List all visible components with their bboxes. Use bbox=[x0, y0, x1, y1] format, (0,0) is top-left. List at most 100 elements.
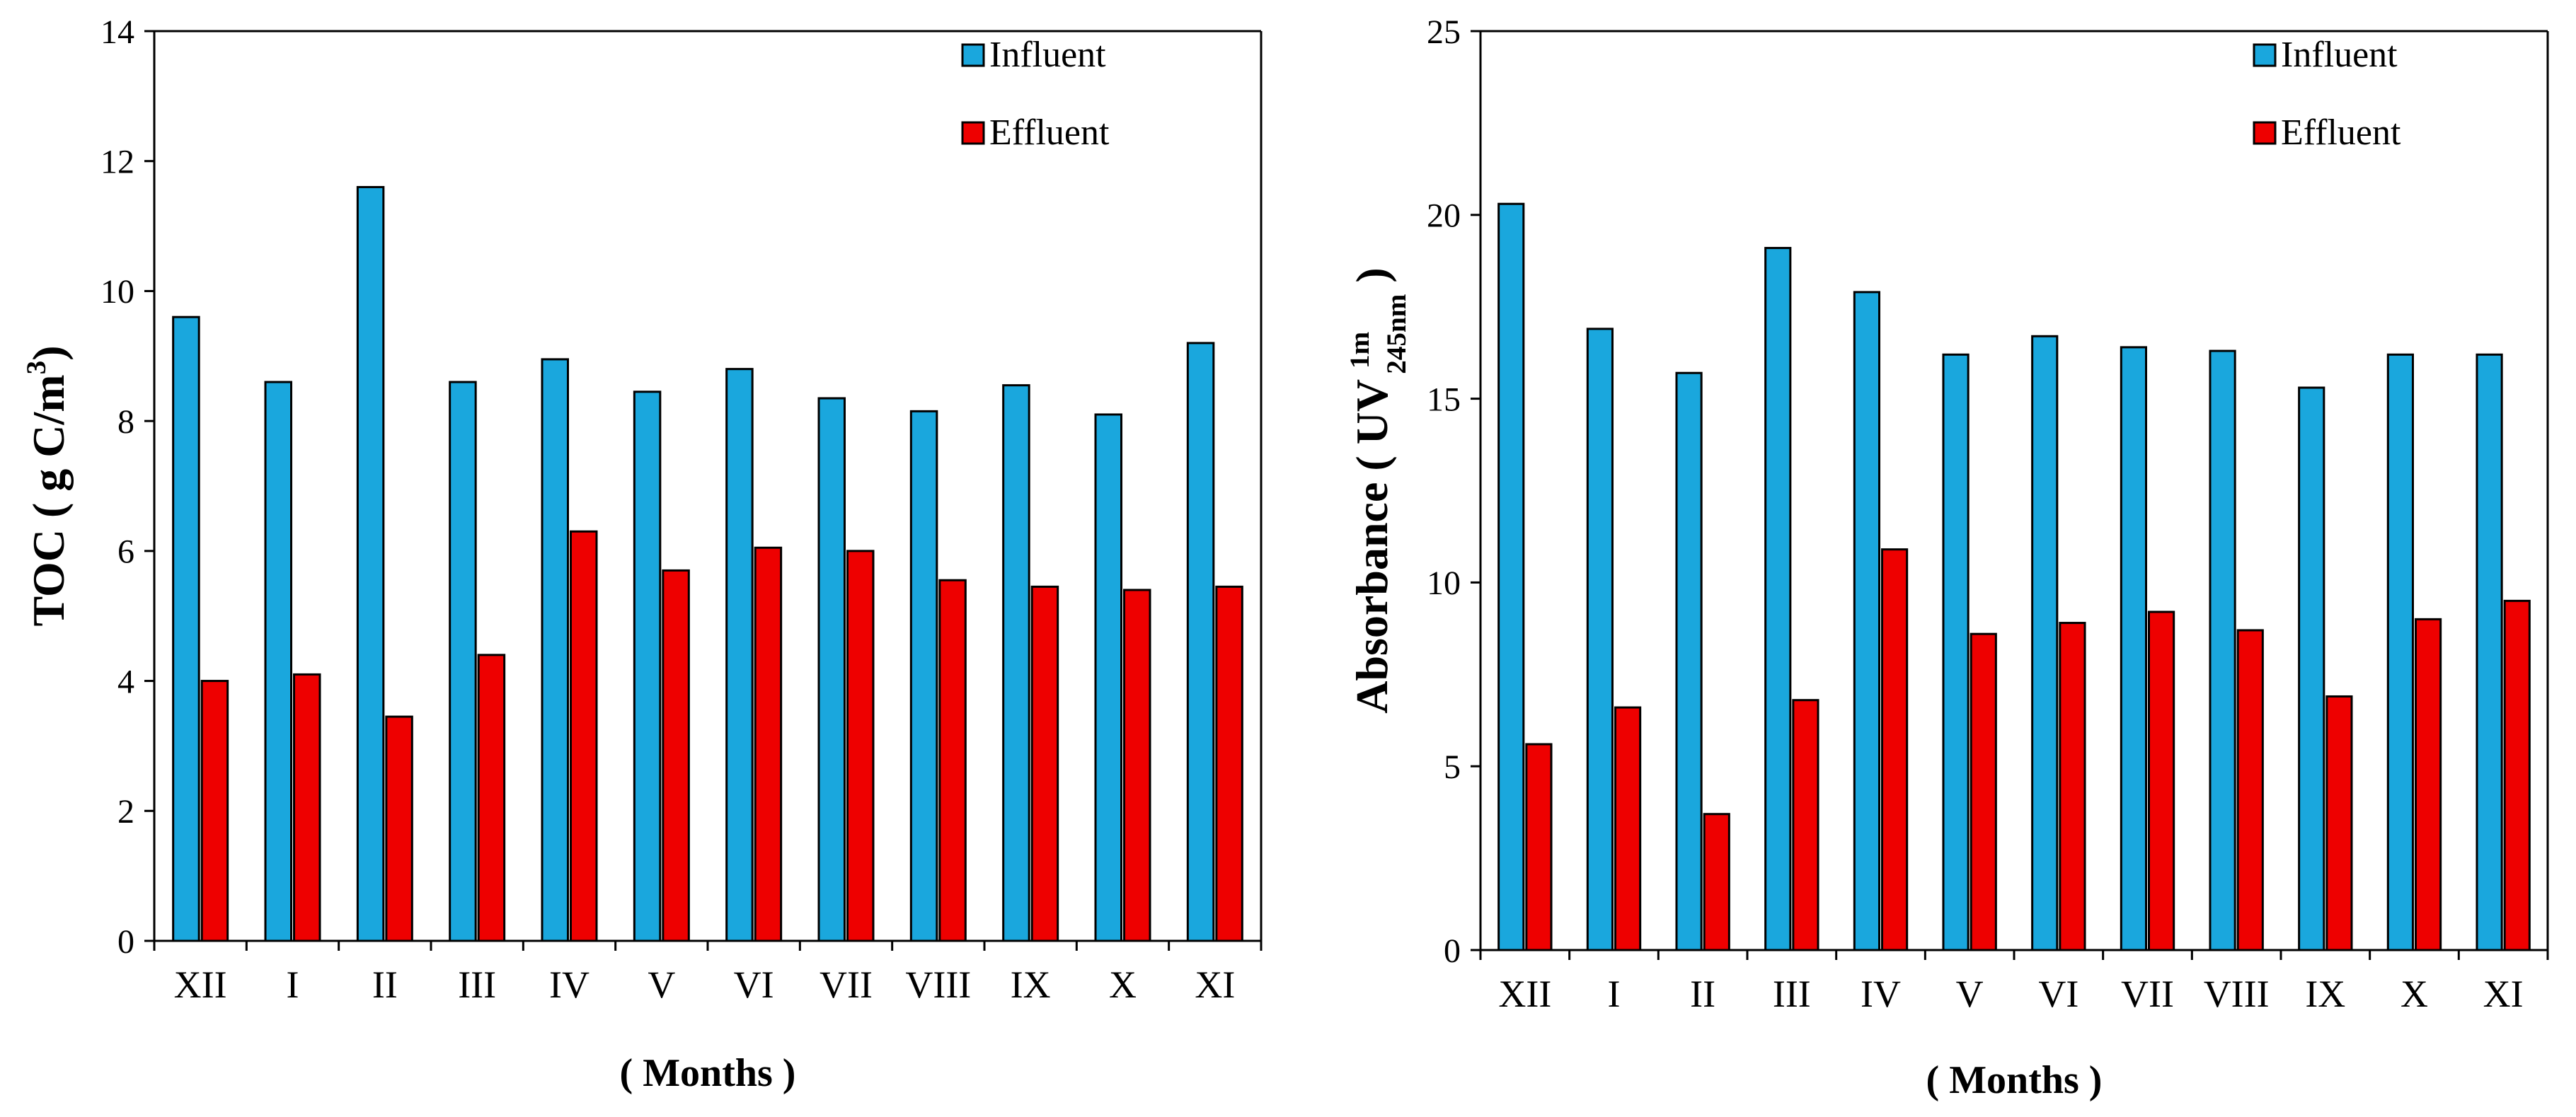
y-tick-label: 5 bbox=[1444, 748, 1461, 786]
x-tick-label: X bbox=[2400, 973, 2428, 1015]
effluent-legend-swatch bbox=[961, 121, 985, 145]
y-tick-label: 0 bbox=[117, 923, 134, 961]
influent-bar bbox=[1675, 371, 1703, 951]
influent-legend-swatch bbox=[961, 43, 985, 67]
y-tick-label: 0 bbox=[1444, 932, 1461, 970]
x-tick-label: V bbox=[1956, 973, 1984, 1015]
effluent-bar bbox=[1215, 585, 1243, 942]
influent-bar bbox=[2476, 353, 2503, 951]
x-tick-label: IX bbox=[1011, 963, 1051, 1006]
effluent-legend-label: Effluent bbox=[989, 112, 1110, 153]
influent-bar bbox=[541, 358, 569, 942]
effluent-bar bbox=[2059, 622, 2086, 951]
x-tick-label: III bbox=[1773, 973, 1811, 1015]
x-tick-label: I bbox=[287, 963, 299, 1006]
effluent-legend-label: Effluent bbox=[2281, 112, 2401, 153]
effluent-bar bbox=[2415, 618, 2442, 951]
effluent-bar bbox=[1525, 743, 1553, 951]
influent-bar bbox=[725, 368, 754, 942]
y-axis-label-main: Absorbance ( UV bbox=[1347, 369, 1397, 714]
x-tick-label: XI bbox=[1195, 963, 1235, 1006]
influent-bar bbox=[909, 410, 938, 942]
x-tick-label: VII bbox=[820, 963, 873, 1006]
effluent-bar bbox=[846, 550, 875, 942]
y-tick-label: 15 bbox=[1427, 381, 1461, 418]
influent-bar bbox=[264, 381, 292, 942]
influent-bar bbox=[2120, 346, 2147, 951]
x-tick-label: IV bbox=[549, 963, 590, 1006]
y-tick-label: 25 bbox=[1427, 13, 1461, 51]
x-tick-label: VII bbox=[2121, 973, 2174, 1015]
legend: Influent Effluent bbox=[961, 35, 1110, 153]
x-tick-label: VI bbox=[2038, 973, 2078, 1015]
y-tick-label: 20 bbox=[1427, 197, 1461, 235]
effluent-bar bbox=[200, 680, 229, 942]
x-tick-label: I bbox=[1608, 973, 1621, 1015]
legend: Influent Effluent bbox=[2253, 35, 2401, 153]
x-tick-label: VIII bbox=[2204, 973, 2270, 1015]
x-tick-label: XII bbox=[1498, 973, 1551, 1015]
effluent-bar bbox=[754, 546, 783, 942]
influent-bar bbox=[1002, 384, 1030, 942]
influent-bar bbox=[633, 390, 662, 942]
y-tick-label: 2 bbox=[117, 793, 134, 830]
effluent-legend-swatch bbox=[2253, 121, 2277, 145]
effluent-bar bbox=[1792, 699, 1819, 951]
effluent-bar bbox=[2325, 695, 2353, 951]
y-axis-label-main: TOC ( g C/m bbox=[23, 374, 74, 626]
effluent-bar bbox=[1881, 548, 1909, 951]
influent-bar bbox=[2386, 353, 2414, 951]
y-tick-label: 12 bbox=[100, 144, 134, 181]
y-tick-label: 8 bbox=[117, 403, 134, 441]
effluent-bar bbox=[477, 654, 506, 942]
effluent-bar bbox=[1030, 585, 1059, 942]
x-tick-label: II bbox=[1690, 973, 1715, 1015]
effluent-bar bbox=[1703, 813, 1730, 951]
influent-bar bbox=[1764, 247, 1792, 951]
influent-legend-swatch bbox=[2253, 43, 2277, 67]
effluent-bar bbox=[385, 715, 413, 942]
influent-bar bbox=[1497, 202, 1525, 951]
effluent-bar bbox=[2236, 629, 2264, 951]
y-axis-label: TOC ( g C/m3) bbox=[21, 345, 74, 626]
influent-bar bbox=[1853, 291, 1880, 951]
influent-bar bbox=[2031, 335, 2059, 951]
x-axis-label: ( Months ) bbox=[1926, 1058, 2103, 1102]
influent-bar bbox=[817, 397, 846, 942]
effluent-bar bbox=[293, 673, 321, 942]
x-tick-label: X bbox=[1109, 963, 1137, 1006]
effluent-bar bbox=[570, 530, 598, 942]
effluent-bar bbox=[1614, 706, 1642, 951]
y-tick-label: 10 bbox=[1427, 565, 1461, 602]
x-tick-label: VIII bbox=[905, 963, 971, 1006]
influent-bar bbox=[1094, 413, 1123, 942]
y-axis-label-close: ) bbox=[23, 345, 74, 360]
influent-bar bbox=[1186, 342, 1215, 942]
effluent-bar bbox=[938, 579, 967, 942]
y-tick-label: 10 bbox=[100, 273, 134, 311]
effluent-bar bbox=[1970, 632, 1997, 951]
x-tick-label: V bbox=[648, 963, 675, 1006]
y-axis-label-sup: 3 bbox=[21, 361, 52, 375]
x-tick-label: II bbox=[372, 963, 398, 1006]
influent-legend-label: Influent bbox=[2281, 35, 2398, 75]
influent-bar bbox=[2209, 349, 2236, 951]
effluent-bar bbox=[2503, 599, 2531, 951]
influent-bar bbox=[172, 316, 200, 942]
x-tick-label: IX bbox=[2305, 973, 2345, 1015]
effluent-bar bbox=[662, 569, 690, 942]
y-axis-label: Absorbance ( UV 1m 245nm ) bbox=[1345, 267, 1412, 714]
influent-legend-label: Influent bbox=[989, 35, 1106, 75]
influent-bar bbox=[449, 381, 477, 942]
y-tick-label: 6 bbox=[117, 533, 134, 571]
y-axis-label-close: ) bbox=[1347, 267, 1397, 294]
x-tick-label: VI bbox=[734, 963, 774, 1006]
effluent-bar bbox=[1123, 589, 1151, 942]
x-tick-label: III bbox=[458, 963, 496, 1006]
influent-bar bbox=[1942, 353, 1970, 951]
influent-bar bbox=[356, 185, 385, 942]
x-tick-label: XI bbox=[2483, 973, 2524, 1015]
